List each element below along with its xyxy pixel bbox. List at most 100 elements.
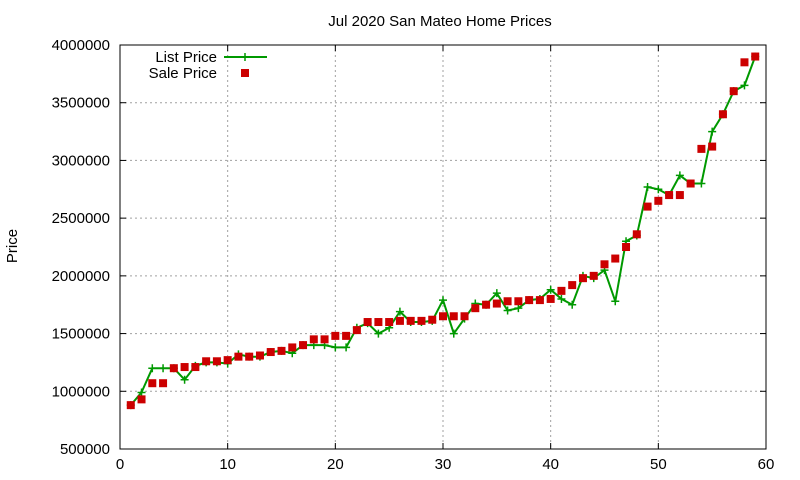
list-price-point [557,294,566,303]
sale-price-point [320,335,329,344]
sale-price-point [137,395,146,404]
sale-price-point [740,58,749,67]
x-tick-label: 20 [327,456,344,473]
list-price-point [331,343,340,352]
list-price-point [675,171,684,180]
list-price-point [137,388,146,397]
sale-price-point [363,318,372,327]
sale-price-point [482,300,491,309]
sale-price-point [600,260,609,269]
list-price-point [643,182,652,191]
sale-price-point [266,348,275,357]
sale-price-point [460,312,469,321]
sale-price-point [471,304,480,313]
list-price-point [697,179,706,188]
sale-price-point [417,316,426,325]
y-tick-label: 500000 [60,441,110,458]
y-tick-label: 4000000 [52,37,110,54]
sale-price-point [309,335,318,344]
sale-price-point [557,286,566,295]
sale-price-point [589,271,598,280]
sale-price-point [643,202,652,211]
list-price-point [159,364,168,373]
sale-price-point [665,191,674,200]
sale-price-point [148,379,157,388]
legend-label: List Price [155,49,217,66]
sale-price-point [234,352,243,361]
sale-price-point [202,357,211,366]
sale-price-point [568,281,577,290]
sale-price-point [611,254,620,263]
list-price-point [180,375,189,384]
list-price-point [503,306,512,315]
sale-price-point [535,296,544,305]
sale-price-point [439,312,447,321]
grid [120,45,766,449]
sale-price-point [395,316,404,325]
y-tick-label: 3000000 [52,152,110,169]
y-tick-label: 2000000 [52,268,110,285]
x-tick-label: 0 [116,456,124,473]
y-tick-label: 1500000 [52,326,110,343]
sale-price-point [159,379,168,388]
sale-price-point [729,87,738,96]
x-tick-label: 60 [758,456,775,473]
sale-price-point [578,274,587,283]
list-price-point [546,285,555,294]
x-tick-label: 50 [650,456,667,473]
x-tick-label: 30 [435,456,452,473]
sale-price-point [622,243,631,251]
legend-label: Sale Price [149,65,217,82]
list-price-point [395,307,404,316]
sale-price-point [169,364,178,373]
sale-price-point [428,315,437,324]
axes: 0 10 20 30 40 50 60 500000 1000000 1500000 2000000… [52,37,775,473]
sale-price-point [718,110,727,119]
chart-title: Jul 2020 San Mateo Home Prices [328,13,551,30]
sale-price-point [492,299,501,308]
list-price-point [514,304,523,313]
list-price-point [611,297,620,306]
list-price-point [708,127,717,136]
sale-price-point [374,318,383,327]
y-axis-label: Price [4,229,21,263]
sale-price-point [708,142,717,151]
legend-square-swatch [241,69,249,77]
sale-price-point [191,363,200,372]
sale-price-point [525,296,534,305]
sale-price-point [449,312,458,321]
x-tick-label: 40 [542,456,559,473]
sale-price-point [751,52,760,61]
sale-price-point [277,346,286,355]
sale-price-point [697,144,706,153]
sale-price-point [126,401,135,410]
x-tick-label: 10 [219,456,236,473]
list-price-point [374,329,383,338]
sale-price-point [385,318,394,327]
legend-plus-marker [241,53,249,61]
sale-price-point [299,341,308,350]
sale-price-point [632,230,641,239]
y-tick-label: 3500000 [52,95,110,112]
list-price-point [449,329,458,338]
series-layer [126,52,760,410]
list-price-point [342,343,351,352]
sale-price-point [180,363,189,372]
series-sale-price [126,52,760,410]
sale-price-point [342,331,351,340]
sale-price-point [223,356,232,365]
sale-price-point [654,196,663,205]
sale-price-point [212,357,221,366]
list-price-point [654,185,663,194]
list-price-point [568,300,577,309]
list-price-point [492,289,501,298]
sale-price-point [245,352,254,361]
sale-price-point [255,351,264,360]
sale-price-point [503,297,512,306]
sale-price-point [288,343,297,352]
sale-price-point [514,297,523,306]
sale-price-point [546,294,555,303]
sale-price-point [331,331,340,340]
